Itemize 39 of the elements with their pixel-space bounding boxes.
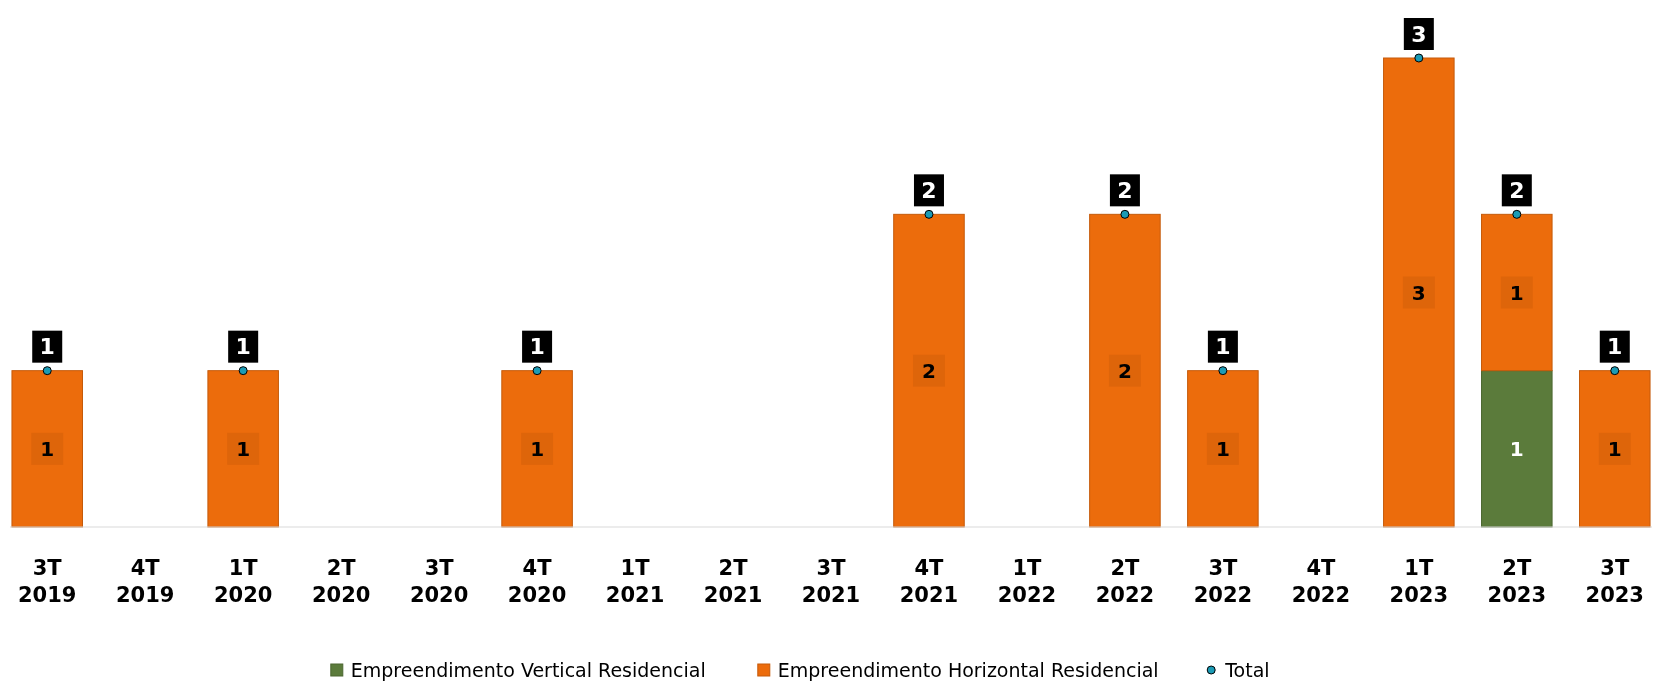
data-label: 1 [1509,280,1524,305]
data-label: 3 [1411,21,1427,47]
x-tick-label: 1T 2023 [1389,556,1449,607]
x-tick-label: 3T 2021 [801,556,861,607]
x-tick-label: 1T 2021 [605,556,665,607]
x-tick-label: 2T 2021 [703,556,763,607]
data-label: 2 [921,178,937,204]
data-label: 3 [1411,280,1426,305]
data-label: 1 [1215,436,1230,461]
legend-label: Empreendimento Vertical Residencial [350,658,706,681]
data-label: 1 [1607,334,1623,360]
x-tick-label: 2T 2022 [1095,556,1155,607]
data-label: 1 [39,334,55,360]
x-tick-label: 3T 2019 [18,556,77,607]
x-tick-label: 2T 2023 [1487,556,1547,607]
data-label: 1 [40,436,55,461]
x-tick-label: 1T 2022 [997,556,1057,607]
x-tick-label: 4T 2020 [507,556,567,607]
data-label: 2 [1117,178,1133,204]
data-label: 1 [1509,436,1524,461]
data-label: 2 [1117,358,1132,383]
x-tick-label: 2T 2020 [311,556,371,607]
x-tick-label: 3T 2020 [409,556,469,607]
data-label: 1 [1215,334,1231,360]
x-tick-label: 3T 2023 [1585,556,1644,607]
x-tick-label: 4T 2022 [1291,556,1351,607]
data-label: 2 [1509,178,1525,204]
legend-label: Empreendimento Horizontal Residencial [777,658,1159,681]
data-label: 1 [236,436,251,461]
x-tick-label: 4T 2021 [899,556,959,607]
x-tick-label: 1T 2020 [213,556,273,607]
data-label: 1 [529,334,545,360]
x-tick-label: 3T 2022 [1193,556,1253,607]
data-label: 1 [235,334,251,360]
legend-label: Total [1224,658,1270,681]
x-tick-label: 4T 2019 [115,556,175,607]
data-label: 1 [530,436,545,461]
data-label: 2 [922,358,936,383]
data-label: 1 [1607,436,1622,461]
